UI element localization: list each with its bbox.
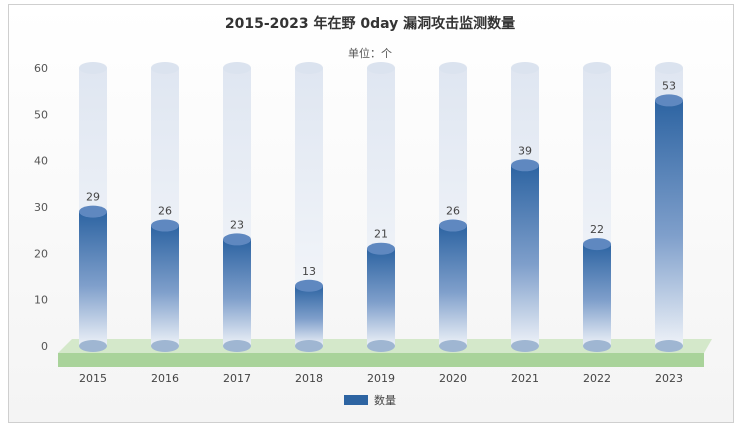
- x-tick-label: 2021: [511, 372, 539, 385]
- bar-base: [655, 340, 683, 352]
- data-label: 39: [518, 144, 532, 157]
- x-tick-label: 2016: [151, 372, 179, 385]
- x-axis: 2015 2016 2017 2018 2019 2020 2021 2022 2023: [79, 372, 683, 385]
- bar-background-cap: [295, 62, 323, 74]
- bar-background-cap: [655, 62, 683, 74]
- data-label: 13: [302, 265, 316, 278]
- bar-base: [223, 340, 251, 352]
- bar-cap: [439, 219, 467, 232]
- legend-label: 数量: [374, 394, 396, 407]
- bar-cap: [151, 219, 179, 232]
- chart-subtitle: 单位：个: [348, 47, 392, 60]
- bar-background-cap: [223, 62, 251, 74]
- chart-title: 2015-2023 年在野 0day 漏洞攻击监测数量: [224, 16, 516, 32]
- y-tick-label: 60: [34, 62, 48, 75]
- y-tick-label: 20: [34, 247, 48, 260]
- x-tick-label: 2020: [439, 372, 467, 385]
- y-tick-label: 30: [34, 201, 48, 214]
- bar-base: [583, 340, 611, 352]
- bar-background-cap: [439, 62, 467, 74]
- x-tick-label: 2015: [79, 372, 107, 385]
- bar-base: [439, 340, 467, 352]
- bar-base: [151, 340, 179, 352]
- x-tick-label: 2018: [295, 372, 323, 385]
- y-tick-label: 40: [34, 155, 48, 168]
- bar-cap: [583, 238, 611, 251]
- data-label: 22: [590, 223, 604, 236]
- bar-base: [367, 340, 395, 352]
- x-tick-label: 2022: [583, 372, 611, 385]
- bar: [583, 244, 611, 346]
- bar-cap: [511, 159, 539, 172]
- bar-background-cap: [79, 62, 107, 74]
- bar-cap: [295, 279, 323, 292]
- bar-base: [511, 340, 539, 352]
- x-tick-label: 2019: [367, 372, 395, 385]
- bar-base: [79, 340, 107, 352]
- data-label: 21: [374, 228, 388, 241]
- x-tick-label: 2017: [223, 372, 251, 385]
- bars-layer: 29 26 23 13 21 26 39 22 53: [79, 62, 683, 352]
- y-tick-label: 50: [34, 108, 48, 121]
- bar-cap: [655, 94, 683, 107]
- y-tick-label: 10: [34, 294, 48, 307]
- bar-background-cap: [511, 62, 539, 74]
- bar: [655, 100, 683, 346]
- bar-background-cap: [151, 62, 179, 74]
- data-label: 26: [158, 205, 172, 218]
- bar: [223, 239, 251, 346]
- x-tick-label: 2023: [655, 372, 683, 385]
- bar-cap: [79, 205, 107, 218]
- bar: [511, 165, 539, 346]
- bar: [439, 225, 467, 346]
- y-tick-label: 0: [41, 340, 48, 353]
- bar-base: [295, 340, 323, 352]
- bar-background-cap: [367, 62, 395, 74]
- data-label: 23: [230, 218, 244, 231]
- data-label: 29: [86, 191, 100, 204]
- legend-swatch: [344, 395, 368, 405]
- bar-cap: [367, 242, 395, 255]
- bar: [295, 285, 323, 346]
- data-label: 53: [662, 79, 676, 92]
- legend: 数量: [0, 392, 740, 408]
- data-label: 26: [446, 205, 460, 218]
- floor-front: [58, 353, 704, 367]
- bar: [367, 248, 395, 346]
- bar: [151, 225, 179, 346]
- bar-background-cap: [583, 62, 611, 74]
- y-axis: 0 10 20 30 40 50 60: [34, 62, 48, 353]
- bar-cap: [223, 233, 251, 246]
- bar: [79, 211, 107, 346]
